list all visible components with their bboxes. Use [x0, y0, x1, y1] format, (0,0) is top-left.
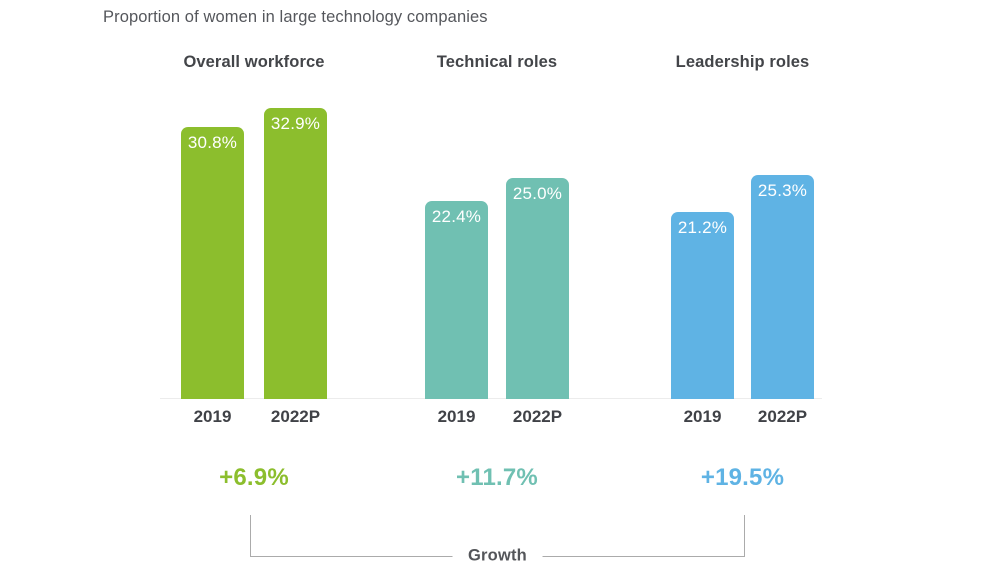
bar-value-label: 25.0% — [512, 184, 563, 203]
bar-overall-2019: 30.8% — [181, 126, 244, 399]
x-tick-label: 2022P — [757, 407, 808, 426]
group-header-technical-roles: Technical roles — [436, 53, 558, 71]
bar-technical-2022p: 25.0% — [506, 178, 569, 399]
x-tick-label: 2019 — [683, 407, 722, 426]
growth-value-overall: +6.9% — [219, 464, 289, 491]
bar-leadership-2022p: 25.3% — [751, 175, 814, 399]
bar-value-label: 32.9% — [270, 114, 321, 134]
x-axis-baseline — [160, 398, 822, 399]
group-header-overall-workforce: Overall workforce — [183, 53, 325, 71]
growth-bracket: Growth — [250, 515, 745, 566]
x-tick-label: 2022P — [270, 407, 321, 426]
bar-leadership-2019: 21.2% — [671, 211, 734, 399]
bar-value-label: 30.8% — [187, 132, 238, 152]
bar-technical-2019: 22.4% — [425, 200, 488, 399]
bar-value-label: 22.4% — [431, 206, 482, 226]
bar-overall-2022p: 32.9% — [264, 108, 327, 399]
x-tick-label: 2019 — [193, 407, 232, 426]
growth-value-leadership: +19.5% — [700, 464, 785, 491]
bar-value-label: 25.3% — [757, 181, 808, 201]
group-header-leadership-roles: Leadership roles — [675, 53, 810, 71]
x-tick-label: 2022P — [512, 407, 563, 426]
growth-value-technical: +11.7% — [456, 464, 538, 491]
growth-bracket-label: Growth — [452, 546, 543, 566]
bar-value-label: 21.2% — [677, 217, 728, 237]
x-tick-label: 2019 — [437, 407, 476, 426]
chart-title: Proportion of women in large technology … — [103, 8, 488, 26]
